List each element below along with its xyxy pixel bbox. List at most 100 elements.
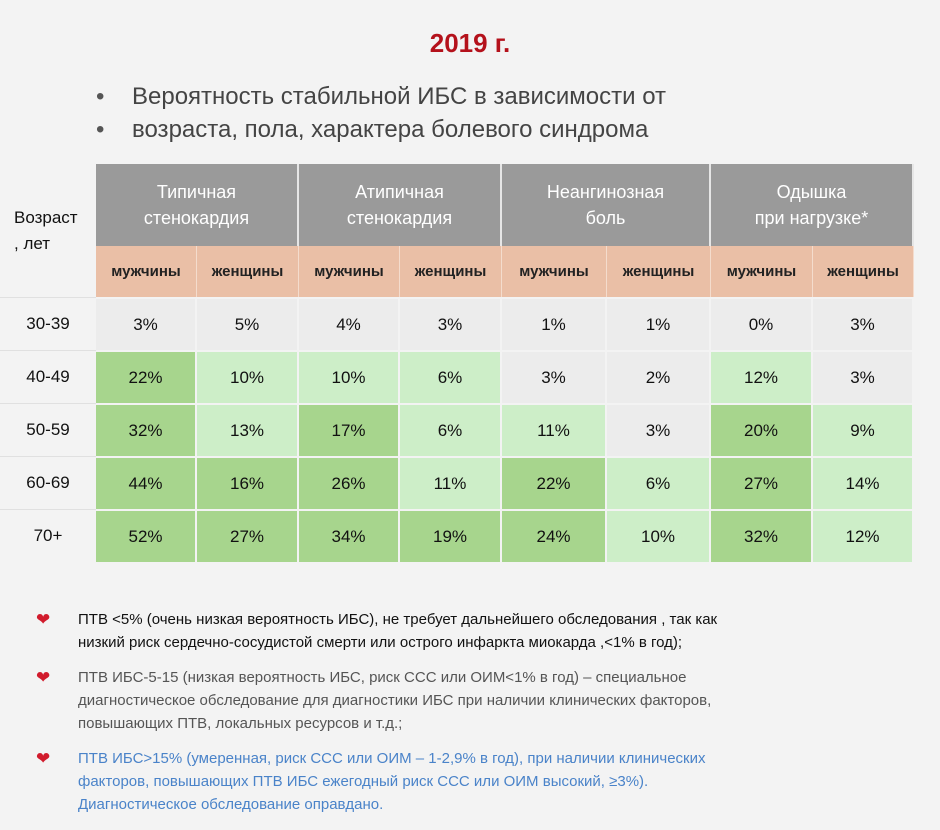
group-typical-angina: Типичная стенокардия bbox=[96, 164, 299, 246]
note-line: повышающих ПТВ, локальных ресурсов и т.д… bbox=[78, 715, 403, 732]
note-line: факторов, повышающих ПТВ ИБС ежегодный р… bbox=[78, 773, 649, 790]
probability-cell: 2% bbox=[607, 350, 711, 403]
note-line: диагностическое обследование для диагнос… bbox=[78, 692, 712, 709]
probability-cell: 32% bbox=[711, 509, 813, 562]
probability-cell: 6% bbox=[400, 350, 502, 403]
probability-cell: 27% bbox=[197, 509, 299, 562]
probability-cell: 24% bbox=[502, 509, 607, 562]
heart-icon: ❤ bbox=[36, 749, 51, 768]
probability-cell: 32% bbox=[96, 403, 197, 456]
probability-cell: 3% bbox=[96, 297, 197, 350]
age-column-header: Возраст , лет bbox=[0, 164, 96, 297]
group-label-line1: Типичная bbox=[156, 182, 237, 202]
probability-cell: 14% bbox=[813, 456, 915, 509]
probability-cell: 16% bbox=[197, 456, 299, 509]
probability-cell: 3% bbox=[502, 350, 607, 403]
probability-cell: 12% bbox=[813, 509, 915, 562]
age-cell: 60-69 bbox=[0, 456, 96, 509]
probability-cell: 10% bbox=[607, 509, 711, 562]
sex-header-men: мужчины bbox=[96, 246, 197, 297]
table-body: 30-39 3% 5% 4% 3% 1% 1% 0% 3% 40-49 22% 10% 10% 6% 3% 2… bbox=[0, 297, 915, 562]
probability-cell: 10% bbox=[197, 350, 299, 403]
sex-header-men: мужчины bbox=[711, 246, 813, 297]
probability-cell: 22% bbox=[96, 350, 197, 403]
group-label-line2: стенокардия bbox=[143, 208, 250, 228]
group-label-line1: Атипичная bbox=[355, 182, 444, 202]
probability-cell: 4% bbox=[299, 297, 400, 350]
probability-cell: 3% bbox=[813, 297, 915, 350]
sex-header-men: мужчины bbox=[299, 246, 400, 297]
sex-header-women: женщины bbox=[607, 246, 711, 297]
probability-cell: 34% bbox=[299, 509, 400, 562]
bullet-text: возраста, пола, характера болевого синдр… bbox=[132, 116, 649, 143]
age-cell: 70+ bbox=[0, 509, 96, 562]
bullet-item: • Вероятность стабильной ИБС в зависимос… bbox=[96, 80, 666, 113]
probability-cell: 44% bbox=[96, 456, 197, 509]
probability-cell: 20% bbox=[711, 403, 813, 456]
age-header-line1: Возраст bbox=[14, 207, 78, 227]
note-item: ❤ ПТВ <5% (очень низкая вероятность ИБС)… bbox=[36, 608, 916, 654]
note-line: ПТВ ИБС-5-15 (низкая вероятность ИБС, ри… bbox=[78, 669, 687, 686]
group-label-line2: при нагрузке* bbox=[754, 208, 869, 228]
sex-header-women: женщины bbox=[197, 246, 299, 297]
probability-cell: 9% bbox=[813, 403, 915, 456]
sex-header-women: женщины bbox=[813, 246, 915, 297]
probability-cell: 5% bbox=[197, 297, 299, 350]
table-row: 60-69 44% 16% 26% 11% 22% 6% 27% 14% bbox=[0, 456, 915, 509]
probability-cell: 19% bbox=[400, 509, 502, 562]
age-header-line2: , лет bbox=[14, 233, 51, 253]
group-atypical-angina: Атипичная стенокардия bbox=[299, 164, 502, 246]
note-line: ПТВ ИБС>15% (умеренная, риск ССС или ОИМ… bbox=[78, 750, 706, 767]
bullet-item: • возраста, пола, характера болевого син… bbox=[96, 113, 666, 146]
probability-cell: 1% bbox=[502, 297, 607, 350]
age-cell: 40-49 bbox=[0, 350, 96, 403]
note-text: ПТВ ИБС>15% (умеренная, риск ССС или ОИМ… bbox=[78, 747, 706, 816]
note-item: ❤ ПТВ ИБС>15% (умеренная, риск ССС или О… bbox=[36, 747, 916, 816]
probability-cell: 10% bbox=[299, 350, 400, 403]
probability-cell: 6% bbox=[607, 456, 711, 509]
notes-list: ❤ ПТВ <5% (очень низкая вероятность ИБС)… bbox=[36, 608, 916, 828]
probability-cell: 1% bbox=[607, 297, 711, 350]
probability-cell: 11% bbox=[400, 456, 502, 509]
probability-cell: 11% bbox=[502, 403, 607, 456]
group-label-line2: боль bbox=[585, 208, 626, 228]
probability-cell: 3% bbox=[607, 403, 711, 456]
probability-cell: 3% bbox=[400, 297, 502, 350]
sex-header-men: мужчины bbox=[502, 246, 607, 297]
age-cell: 50-59 bbox=[0, 403, 96, 456]
note-line: ПТВ <5% (очень низкая вероятность ИБС), … bbox=[78, 611, 718, 628]
probability-cell: 12% bbox=[711, 350, 813, 403]
probability-cell: 6% bbox=[400, 403, 502, 456]
note-item: ❤ ПТВ ИБС-5-15 (низкая вероятность ИБС, … bbox=[36, 666, 916, 735]
table-row: 70+ 52% 27% 34% 19% 24% 10% 32% 12% bbox=[0, 509, 915, 562]
age-cell: 30-39 bbox=[0, 297, 96, 350]
slide-title: 2019 г. bbox=[429, 28, 511, 58]
table-row: 30-39 3% 5% 4% 3% 1% 1% 0% 3% bbox=[0, 297, 915, 350]
probability-cell: 22% bbox=[502, 456, 607, 509]
probability-cell: 27% bbox=[711, 456, 813, 509]
sex-header-women: женщины bbox=[400, 246, 502, 297]
probability-cell: 3% bbox=[813, 350, 915, 403]
group-non-anginal-pain: Неангинозная боль bbox=[502, 164, 711, 246]
note-text: ПТВ <5% (очень низкая вероятность ИБС), … bbox=[78, 608, 717, 654]
heart-icon: ❤ bbox=[36, 668, 51, 687]
group-label-line1: Неангинозная bbox=[546, 182, 665, 202]
probability-cell: 26% bbox=[299, 456, 400, 509]
probability-cell: 0% bbox=[711, 297, 813, 350]
note-line: низкий риск сердечно-сосудистой смерти и… bbox=[78, 634, 683, 651]
bullet-dot-icon: • bbox=[96, 116, 105, 143]
note-line: Диагностическое обследование оправдано. bbox=[78, 796, 384, 813]
group-label-line2: стенокардия bbox=[346, 208, 453, 228]
probability-cell: 13% bbox=[197, 403, 299, 456]
bullet-list: • Вероятность стабильной ИБС в зависимос… bbox=[96, 80, 666, 146]
note-text: ПТВ ИБС-5-15 (низкая вероятность ИБС, ри… bbox=[78, 666, 711, 735]
probability-cell: 52% bbox=[96, 509, 197, 562]
table-row: 40-49 22% 10% 10% 6% 3% 2% 12% 3% bbox=[0, 350, 915, 403]
bullet-dot-icon: • bbox=[96, 83, 105, 110]
group-dyspnea: Одышка при нагрузке* bbox=[711, 164, 915, 246]
heart-icon: ❤ bbox=[36, 610, 51, 629]
probability-cell: 17% bbox=[299, 403, 400, 456]
probability-table: Возраст , лет Типичная стенокардия Атипи… bbox=[0, 164, 915, 562]
table-row: 50-59 32% 13% 17% 6% 11% 3% 20% 9% bbox=[0, 403, 915, 456]
group-label-line1: Одышка bbox=[776, 182, 847, 202]
